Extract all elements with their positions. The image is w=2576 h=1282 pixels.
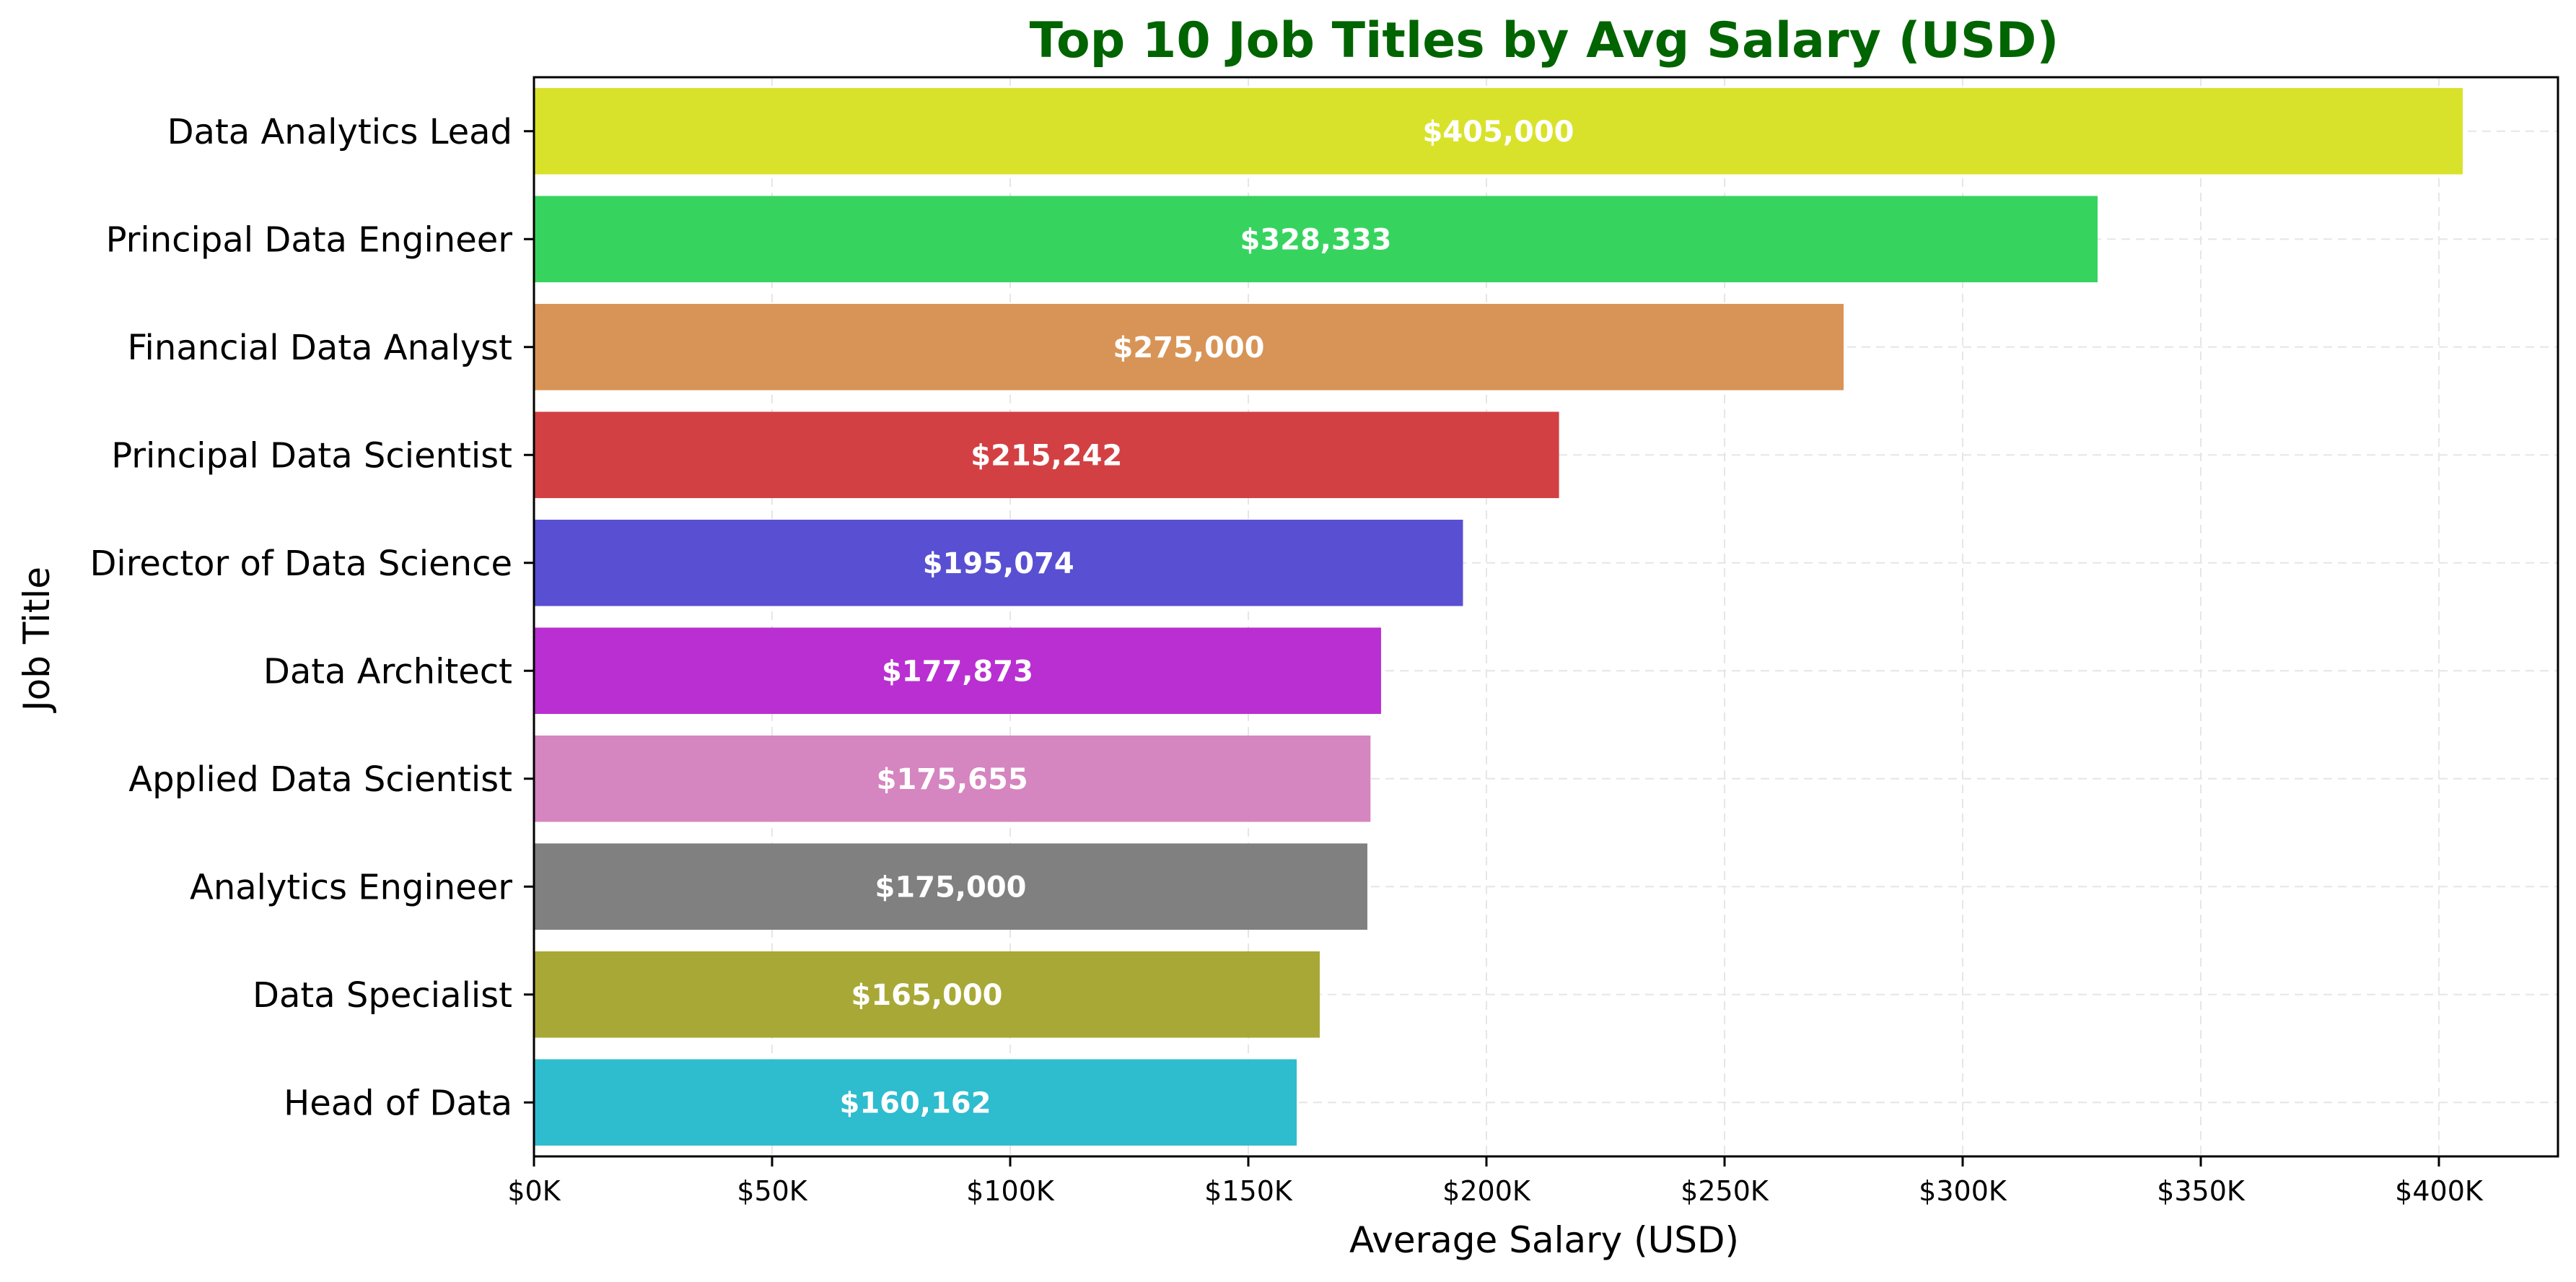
bar-value-labels: $405,000 $328,333 $275,000 $215,242 $195,074…	[840, 115, 1574, 1120]
bar	[534, 843, 1367, 930]
plot-frame	[533, 76, 2559, 1158]
y-tick-label: Principal Data Scientist	[111, 435, 512, 476]
x-tick-label: $400K	[2395, 1175, 2484, 1207]
bar	[534, 87, 2463, 175]
y-tick-label: Data Architect	[263, 651, 512, 692]
bar	[534, 735, 1371, 822]
y-axis-label: Job Title	[16, 567, 58, 713]
y-tick-label: Data Analytics Lead	[167, 112, 512, 152]
bar-value-label: $175,000	[875, 871, 1026, 904]
y-tick-label: Analytics Engineer	[190, 867, 512, 907]
x-tick-label: $0K	[507, 1175, 561, 1207]
y-tick-label: Financial Data Analyst	[127, 328, 512, 368]
bar-value-label: $177,873	[882, 655, 1033, 688]
bar	[534, 519, 1463, 606]
bar-value-label: $165,000	[851, 979, 1002, 1012]
x-tick-label: $350K	[2157, 1175, 2246, 1207]
bar-value-label: $160,162	[840, 1086, 991, 1120]
x-tick-label: $250K	[1681, 1175, 1769, 1207]
bar	[534, 196, 2098, 283]
x-tick-label: $300K	[1919, 1175, 2007, 1207]
y-axis-ticks: Data Analytics Lead Principal Data Engine…	[89, 112, 534, 1123]
y-tick-label: Director of Data Science	[89, 544, 512, 584]
x-axis-label: Average Salary (USD)	[1349, 1219, 1739, 1261]
bar	[534, 951, 1320, 1038]
bar-value-label: $195,074	[923, 547, 1074, 580]
bar-value-label: $215,242	[971, 439, 1122, 472]
y-tick-label: Principal Data Engineer	[106, 219, 513, 260]
bar-value-label: $405,000	[1422, 115, 1574, 149]
x-tick-label: $150K	[1204, 1175, 1293, 1207]
x-tick-label: $200K	[1442, 1175, 1531, 1207]
bars	[534, 87, 2463, 1146]
bar	[534, 1059, 1297, 1146]
bar	[534, 411, 1559, 499]
x-tick-label: $50K	[737, 1175, 808, 1207]
bar-value-label: $275,000	[1113, 331, 1264, 365]
x-tick-label: $100K	[966, 1175, 1055, 1207]
y-tick-label: Head of Data	[284, 1083, 512, 1123]
y-tick-label: Data Specialist	[253, 975, 512, 1016]
bar-value-label: $175,655	[877, 763, 1028, 796]
y-tick-label: Applied Data Scientist	[128, 759, 512, 800]
bar	[534, 303, 1844, 391]
chart-title: Top 10 Job Titles by Avg Salary (USD)	[1030, 12, 2059, 69]
bar	[534, 627, 1381, 715]
x-axis-ticks: $0K $50K $100K $150K $200K $250K $300K $350K $40…	[507, 1156, 2484, 1207]
bar-value-label: $328,333	[1240, 223, 1391, 256]
